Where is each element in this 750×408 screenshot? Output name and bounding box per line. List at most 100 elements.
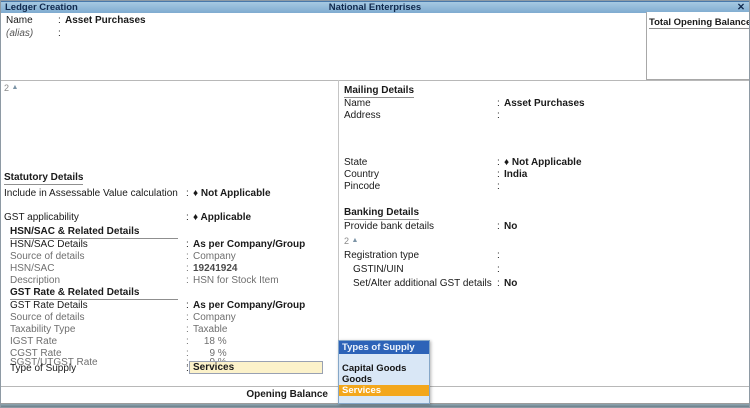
- gst-applicability-label: GST applicability: [4, 212, 79, 223]
- ledger-name-value[interactable]: Asset Purchases: [65, 15, 146, 26]
- include-assessable-label: Include in Assessable Value calculation: [4, 188, 178, 199]
- page-indicator-left: 2 ▲: [4, 83, 18, 93]
- hsn-details-value[interactable]: As per Company/Group: [193, 239, 306, 250]
- igst-rate-row: IGST Rate: 18 %: [10, 336, 227, 348]
- registration-type-row: Registration type:: [344, 250, 504, 262]
- colon: :: [186, 324, 189, 335]
- igst-rate-number: 18: [203, 336, 215, 347]
- cgst-rate-number: 9: [209, 348, 215, 359]
- include-assessable-value[interactable]: ♦ Not Applicable: [193, 188, 271, 199]
- page-indicator-right: 2 ▲: [344, 236, 358, 246]
- gst-rate-heading: GST Rate & Related Details: [10, 287, 178, 300]
- rate-source-value: Company: [193, 312, 236, 323]
- colon: :: [186, 188, 189, 199]
- hsn-source-label: Source of details: [10, 251, 85, 262]
- close-icon[interactable]: ✕: [737, 2, 745, 13]
- registration-type-label: Registration type: [344, 250, 420, 261]
- state-label: State: [344, 157, 368, 168]
- hsn-description-label: Description: [10, 275, 61, 286]
- alias-row: (alias):: [6, 28, 65, 40]
- dropdown-list: Capital Goods Goods Services: [339, 363, 429, 396]
- scroll-up-icon: ▲: [11, 84, 19, 91]
- country-value[interactable]: India: [504, 169, 528, 180]
- state-row: State: ♦ Not Applicable: [344, 157, 582, 169]
- colon: :: [497, 169, 500, 180]
- gstin-label: GSTIN/UIN: [353, 264, 404, 275]
- type-of-supply-field[interactable]: Services: [189, 361, 323, 374]
- colon: :: [497, 98, 500, 109]
- dropdown-title: Types of Supply: [339, 341, 429, 354]
- hsn-description-row: Description: HSN for Stock Item: [10, 275, 279, 287]
- colon: :: [497, 278, 500, 289]
- taxability-label: Taxability Type: [10, 324, 76, 335]
- provide-bank-details-value[interactable]: No: [504, 221, 518, 232]
- hsn-description-value: HSN for Stock Item: [193, 275, 279, 286]
- section-divider-line: [1, 80, 749, 81]
- igst-rate-label: IGST Rate: [10, 336, 58, 347]
- mailing-name-label: Name: [344, 98, 371, 109]
- page-number: 2: [344, 236, 350, 246]
- scroll-up-icon: ▲: [351, 237, 359, 244]
- colon: :: [186, 251, 189, 262]
- percent-sign: %: [217, 336, 227, 347]
- company-name: National Enterprises: [328, 2, 422, 13]
- colon: :: [186, 363, 189, 374]
- type-of-supply-label: Type of Supply: [10, 363, 77, 374]
- colon: :: [186, 336, 189, 347]
- dropdown-option-goods[interactable]: Goods: [342, 374, 373, 385]
- pincode-row: Pincode:: [344, 181, 504, 193]
- colon: :: [497, 221, 500, 232]
- colon: :: [497, 264, 500, 275]
- colon: :: [497, 157, 500, 168]
- colon: :: [186, 275, 189, 286]
- colon: :: [186, 312, 189, 323]
- ledger-name-row: Name: Asset Purchases: [6, 15, 146, 27]
- gstin-row: GSTIN/UIN:: [353, 264, 504, 276]
- colon: :: [186, 239, 189, 250]
- hsn-details-label: HSN/SAC Details: [10, 239, 88, 250]
- mailing-details-heading: Mailing Details: [344, 85, 415, 98]
- pincode-label: Pincode: [344, 181, 381, 192]
- dropdown-option-capital-goods[interactable]: Capital Goods: [342, 363, 407, 374]
- alias-label: (alias): [6, 28, 34, 39]
- colon: :: [186, 348, 189, 359]
- mailing-name-value[interactable]: Asset Purchases: [504, 98, 585, 109]
- address-label: Address: [344, 110, 381, 121]
- colon: :: [497, 250, 500, 261]
- colon: :: [58, 28, 61, 39]
- colon: :: [186, 300, 189, 311]
- sgst-rate-label: SGST/UTGST Rate: [10, 357, 98, 368]
- address-row: Address:: [344, 110, 504, 122]
- state-value[interactable]: ♦ Not Applicable: [504, 157, 582, 168]
- page-number: 2: [4, 83, 10, 93]
- colon: :: [497, 110, 500, 121]
- rate-source-label: Source of details: [10, 312, 85, 323]
- cgst-rate-row: CGST Rate:9 %: [10, 348, 227, 360]
- provide-bank-details-row: Provide bank details: No: [344, 221, 517, 233]
- cgst-rate-value: 9 %: [193, 348, 227, 359]
- types-of-supply-dropdown: Types of Supply Capital Goods Goods Serv…: [338, 340, 430, 404]
- gst-rate-details-value[interactable]: As per Company/Group: [193, 300, 306, 311]
- country-row: Country: India: [344, 169, 527, 181]
- hsn-code-label: HSN/SAC: [10, 263, 55, 274]
- dropdown-option-services[interactable]: Services: [339, 385, 429, 396]
- hsn-code-value: 19241924: [193, 263, 238, 274]
- gst-rate-details-row: GST Rate Details: As per Company/Group: [10, 300, 305, 312]
- cgst-rate-label: CGST Rate: [10, 348, 62, 359]
- hsn-details-row: HSN/SAC Details: As per Company/Group: [10, 239, 305, 251]
- statutory-details-heading: Statutory Details: [4, 172, 84, 185]
- taxability-row: Taxability Type: Taxable: [10, 324, 227, 336]
- colon: :: [186, 212, 189, 223]
- colon: :: [186, 263, 189, 274]
- provide-bank-details-label: Provide bank details: [344, 221, 435, 232]
- gst-applicability-value[interactable]: ♦ Applicable: [193, 212, 252, 223]
- set-alter-gst-row: Set/Alter additional GST details: No: [353, 278, 517, 290]
- opening-balance-label: Opening Balance: [246, 389, 328, 400]
- set-alter-gst-value[interactable]: No: [504, 278, 518, 289]
- taxability-value: Taxable: [193, 324, 228, 335]
- colon: :: [497, 181, 500, 192]
- title-bar: Ledger Creation National Enterprises ✕: [1, 1, 749, 13]
- colon: :: [58, 15, 61, 26]
- percent-sign: %: [217, 348, 227, 359]
